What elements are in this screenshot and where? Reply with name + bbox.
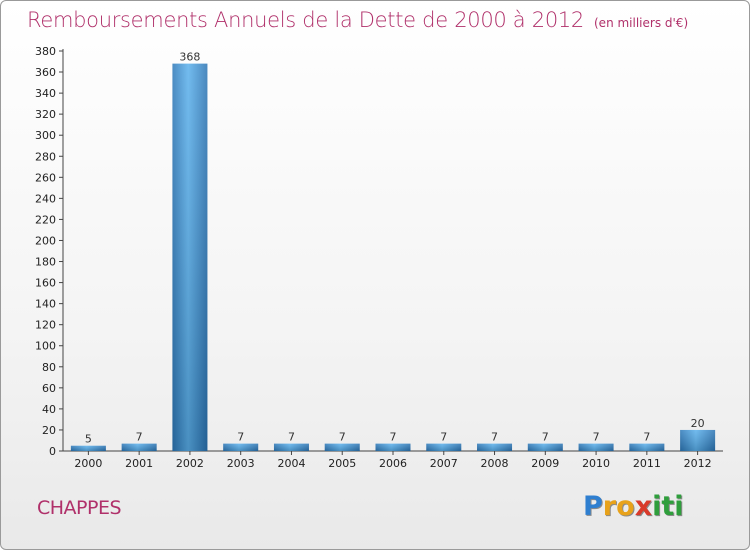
data-label: 7 (491, 431, 498, 444)
x-tick-label: 2007 (430, 457, 458, 470)
y-tick-label: 160 (35, 277, 56, 290)
x-tick-label: 2000 (74, 457, 102, 470)
bar-shade-2005 (324, 443, 360, 451)
y-tick-label: 280 (35, 150, 56, 163)
proxiti-logo: Proxiti (583, 491, 684, 522)
chart-unit-note: (en milliers d'€) (594, 16, 689, 30)
x-tick-label: 2006 (379, 457, 407, 470)
y-tick-label: 40 (42, 403, 56, 416)
y-tick-label: 220 (35, 213, 56, 226)
logo-letter: i (652, 491, 662, 522)
data-label: 7 (643, 431, 650, 444)
data-label: 7 (440, 431, 447, 444)
y-tick-label: 20 (42, 424, 56, 437)
logo-letter: x (634, 491, 653, 522)
logo-letter: t (661, 491, 675, 522)
chart-title: Remboursements Annuels de la Dette de 20… (27, 8, 688, 32)
bar-shade-2000 (70, 445, 106, 451)
y-tick-label: 80 (42, 361, 56, 374)
bar-shade-2009 (527, 443, 563, 451)
logo-letter: i (674, 491, 684, 522)
x-tick-label: 2001 (125, 457, 153, 470)
data-label: 7 (237, 431, 244, 444)
y-tick-label: 140 (35, 298, 56, 311)
chart-title-text: Remboursements Annuels de la Dette de 20… (27, 8, 584, 32)
bar-shade-2007 (426, 443, 462, 451)
x-tick-label: 2009 (531, 457, 559, 470)
y-tick-label: 200 (35, 234, 56, 247)
bar-shade-2011 (629, 443, 665, 451)
bar-shade-2010 (578, 443, 614, 451)
data-label: 7 (339, 431, 346, 444)
x-tick-label: 2008 (481, 457, 509, 470)
y-tick-label: 180 (35, 256, 56, 269)
x-tick-label: 2005 (328, 457, 356, 470)
data-label: 20 (691, 417, 705, 430)
y-tick-label: 240 (35, 192, 56, 205)
y-tick-label: 320 (35, 108, 56, 121)
logo-letter: o (616, 491, 635, 522)
y-tick-label: 100 (35, 340, 56, 353)
y-tick-label: 380 (35, 45, 56, 58)
bar-shade-2012 (680, 429, 716, 451)
y-tick-label: 340 (35, 87, 56, 100)
bar-shade-2001 (121, 443, 157, 451)
y-tick-label: 300 (35, 129, 56, 142)
data-label: 7 (542, 431, 549, 444)
y-tick-label: 360 (35, 66, 56, 79)
y-tick-label: 0 (49, 445, 56, 458)
x-tick-label: 2012 (684, 457, 712, 470)
x-tick-label: 2010 (582, 457, 610, 470)
x-tick-label: 2011 (633, 457, 661, 470)
data-label: 7 (136, 431, 143, 444)
data-label: 7 (390, 431, 397, 444)
x-tick-label: 2003 (227, 457, 255, 470)
data-label: 5 (85, 433, 92, 446)
data-label: 7 (288, 431, 295, 444)
logo-letter: P (583, 491, 603, 522)
data-label: 7 (593, 431, 600, 444)
y-tick-label: 260 (35, 171, 56, 184)
x-tick-label: 2004 (277, 457, 305, 470)
bar-shade-2008 (477, 443, 513, 451)
bar-shade-2004 (273, 443, 309, 451)
logo-letter: r (602, 491, 617, 522)
x-tick-label: 2002 (176, 457, 204, 470)
bar-shade-2003 (223, 443, 259, 451)
bar-shade-2006 (375, 443, 411, 451)
bar-shade-2002 (172, 63, 208, 451)
place-name: CHAPPES (37, 497, 122, 519)
y-tick-label: 60 (42, 382, 56, 395)
data-label: 368 (179, 51, 200, 64)
y-tick-label: 120 (35, 319, 56, 332)
